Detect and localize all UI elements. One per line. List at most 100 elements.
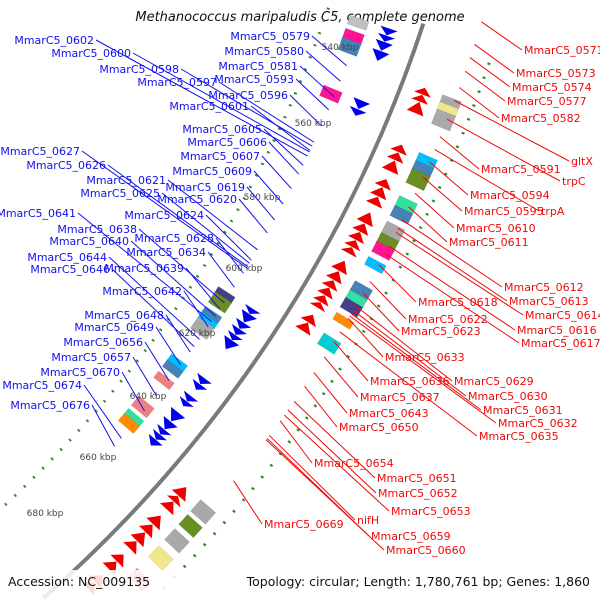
track-tick	[260, 162, 265, 166]
track-tick	[296, 428, 300, 432]
reverse-gene-label[interactable]: MmarC5_0612	[504, 281, 584, 294]
reverse-gene-label[interactable]: MmarC5_0610	[456, 222, 536, 235]
reverse-gene-label[interactable]: MmarC5_0637	[360, 391, 440, 404]
reverse-gene-label[interactable]: MmarC5_0650	[339, 421, 419, 434]
forward-gene-label[interactable]: MmarC5_0640	[49, 235, 129, 248]
leader-line	[349, 315, 497, 424]
forward-gene-label[interactable]: MmarC5_0676	[10, 399, 90, 412]
reverse-gene-label[interactable]: MmarC5_0573	[516, 67, 596, 80]
map-title: Methanococcus maripaludis C5, complete g…	[135, 10, 465, 25]
forward-gene-label[interactable]: MmarC5_0596	[208, 89, 288, 102]
forward-gene-label[interactable]: MmarC5_0646	[30, 263, 110, 276]
forward-gene-label[interactable]: MmarC5_0606	[187, 136, 267, 149]
forward-gene-label[interactable]: MmarC5_0628	[134, 232, 214, 245]
forward-gene-label[interactable]: MmarC5_0644	[27, 251, 107, 264]
forward-gene-label[interactable]: MmarC5_0597	[137, 76, 217, 89]
track-tick	[135, 359, 140, 363]
forward-gene-label[interactable]: MmarC5_0638	[57, 223, 137, 236]
leader-line	[388, 245, 516, 331]
forward-gene-label[interactable]: MmarC5_0674	[2, 379, 82, 392]
reverse-gene-label[interactable]: MmarC5_0653	[391, 505, 471, 518]
leader-line	[362, 292, 400, 332]
forward-gene-label[interactable]: MmarC5_0609	[172, 165, 252, 178]
reverse-gene-label[interactable]: MmarC5_0631	[483, 404, 563, 417]
reverse-gene-label[interactable]: MmarC5_0652	[378, 487, 458, 500]
reverse-gene-label[interactable]: MmarC5_0582	[501, 112, 581, 125]
reverse-gene-label[interactable]: trpC	[562, 175, 586, 188]
forward-gene-label[interactable]: MmarC5_0657	[51, 351, 131, 364]
forward-gene-label[interactable]: MmarC5_0601	[169, 100, 249, 113]
forward-gene-label[interactable]: MmarC5_0656	[63, 336, 143, 349]
leader-line	[333, 341, 369, 382]
reverse-gene-label[interactable]: MmarC5_0622	[408, 313, 488, 326]
forward-gene-label[interactable]: MmarC5_0649	[74, 321, 154, 334]
reverse-gene-label[interactable]: MmarC5_0660	[386, 544, 466, 557]
reverse-gene-label[interactable]: MmarC5_0630	[468, 390, 548, 403]
track-tick	[212, 531, 217, 536]
reverse-gene-label[interactable]: MmarC5_0611	[449, 236, 529, 249]
forward-gene-label[interactable]: MmarC5_0626	[26, 159, 106, 172]
leader-line	[474, 43, 515, 74]
forward-gene-label[interactable]: MmarC5_0648	[84, 309, 164, 322]
reverse-gene-label[interactable]: MmarC5_0595	[464, 205, 544, 218]
track-tick	[461, 131, 465, 135]
forward-gene-label[interactable]: MmarC5_0593	[214, 73, 294, 86]
reverse-gene-label[interactable]: MmarC5_0574	[512, 81, 592, 94]
cog-box	[436, 101, 459, 119]
forward-gene-label[interactable]: MmarC5_0579	[230, 30, 310, 43]
reverse-gene-label[interactable]: gltX	[571, 155, 593, 168]
forward-gene-label[interactable]: MmarC5_0625	[80, 187, 160, 200]
track-tick	[248, 185, 253, 189]
leader-line	[180, 68, 313, 147]
forward-gene-label[interactable]: MmarC5_0670	[40, 366, 120, 379]
reverse-gene-label[interactable]: MmarC5_0636	[370, 375, 450, 388]
reverse-gene-label[interactable]: MmarC5_0651	[377, 472, 457, 485]
track-tick	[313, 43, 317, 47]
reverse-gene-label[interactable]: MmarC5_0613	[509, 295, 589, 308]
forward-gene-label[interactable]: MmarC5_0642	[102, 285, 182, 298]
forward-gene-label[interactable]: MmarC5_0641	[0, 207, 76, 220]
forward-gene-label[interactable]: MmarC5_0605	[182, 123, 262, 136]
reverse-gene-label[interactable]: trpA	[541, 205, 565, 218]
reverse-gene-label[interactable]: MmarC5_0594	[470, 189, 550, 202]
reverse-gene-label[interactable]: MmarC5_0669	[264, 518, 344, 531]
reverse-gene-label[interactable]: MmarC5_0618	[418, 296, 498, 309]
track-tick	[326, 7, 330, 10]
reverse-gene-label[interactable]: MmarC5_0629	[454, 375, 534, 388]
track-tick	[269, 463, 274, 468]
reverse-gene-label[interactable]: MmarC5_0635	[479, 430, 559, 443]
leader-line	[218, 81, 315, 143]
reverse-gene-label[interactable]: MmarC5_0659	[371, 530, 451, 543]
reverse-gene-label[interactable]: MmarC5_0591	[481, 163, 561, 176]
forward-gene-label[interactable]: MmarC5_0620	[157, 193, 237, 206]
reverse-gene-label[interactable]: MmarC5_0616	[517, 324, 597, 337]
forward-gene-label[interactable]: MmarC5_0627	[0, 145, 80, 158]
track-tick	[216, 241, 221, 245]
forward-gene-label[interactable]: MmarC5_0598	[99, 63, 179, 76]
leader-line	[246, 186, 275, 221]
leader-line	[311, 35, 347, 67]
forward-gene-label[interactable]: MmarC5_0581	[218, 60, 298, 73]
track-tick	[272, 139, 276, 143]
reverse-gene-label[interactable]: MmarC5_0571	[524, 44, 600, 57]
forward-gene-label[interactable]: MmarC5_0600	[51, 47, 131, 60]
reverse-gene-label[interactable]: MmarC5_0633	[385, 351, 465, 364]
reverse-gene-label[interactable]: MmarC5_0654	[314, 457, 394, 470]
forward-gene-label[interactable]: MmarC5_0624	[124, 209, 204, 222]
reverse-gene-label[interactable]: MmarC5_0632	[498, 417, 578, 430]
reverse-gene-label[interactable]: MmarC5_0623	[401, 325, 481, 338]
reverse-gene-label[interactable]: MmarC5_0577	[507, 95, 587, 108]
forward-gene-label[interactable]: MmarC5_0602	[14, 34, 94, 47]
forward-gene-label[interactable]: MmarC5_0634	[126, 246, 206, 259]
forward-gene-label[interactable]: MmarC5_0580	[224, 45, 304, 58]
track-tick	[223, 230, 227, 234]
reverse-gene-label[interactable]: nifH	[357, 514, 379, 527]
leader-line	[205, 214, 252, 261]
reverse-gene-label[interactable]: MmarC5_0617	[521, 337, 600, 350]
reverse-gene-label[interactable]: MmarC5_0643	[349, 407, 429, 420]
forward-gene-label[interactable]: MmarC5_0607	[180, 150, 260, 163]
reverse-gene-label[interactable]: MmarC5_0614	[525, 309, 600, 322]
forward-gene-label[interactable]: MmarC5_0639	[104, 262, 184, 275]
forward-gene-label[interactable]: MmarC5_0621	[86, 174, 166, 187]
forward-gene-label[interactable]: MmarC5_0619	[165, 181, 245, 194]
